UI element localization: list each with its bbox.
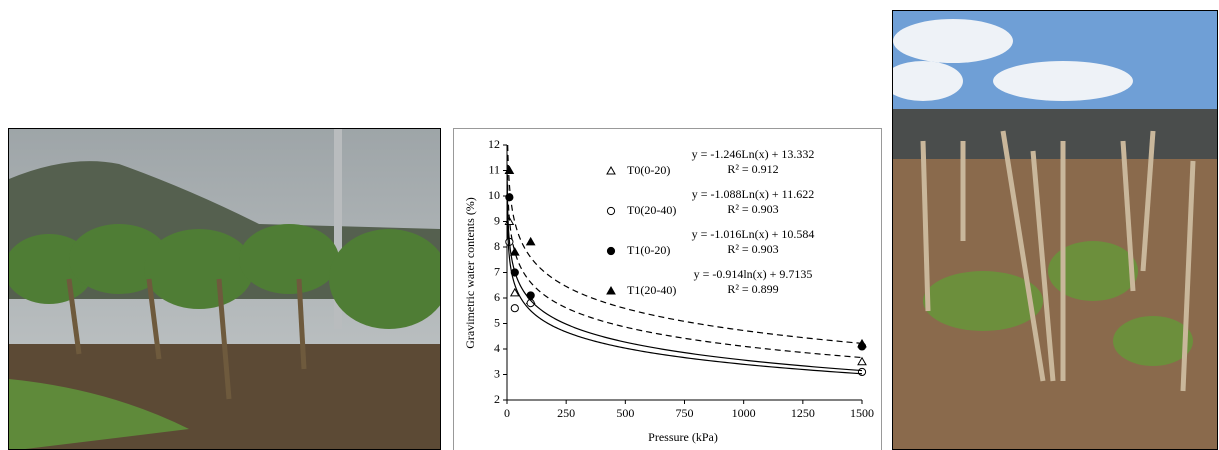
marker [509,247,520,256]
legend-label: T1(20-40) [627,283,676,297]
marker [857,338,867,348]
fit-equation: y = -1.088Ln(x) + 11.622 [692,187,814,201]
fit-curve [506,203,863,375]
x-tick-label: 250 [557,406,575,420]
y-tick-label: 5 [494,315,500,329]
y-axis-title: Gravimetric water contents (%) [463,197,477,349]
y-tick-label: 6 [494,290,500,304]
marker [526,291,535,300]
legend-label: T0(0-20) [627,163,670,177]
chart-frame [453,128,882,450]
marker [857,367,867,377]
y-tick-label: 2 [494,392,500,406]
legend-marker [606,206,616,216]
y-tick-label: 10 [488,188,500,202]
fit-r2: R² = 0.912 [727,162,778,176]
x-tick-label: 1250 [791,406,815,420]
y-tick-label: 8 [494,239,500,253]
y-tick-label: 3 [494,366,500,380]
legend-marker [606,285,616,295]
marker [510,304,519,313]
x-axis-title: Pressure (kPa) [648,430,718,444]
y-tick-label: 12 [488,137,500,151]
legend-label: T0(20-40) [627,203,676,217]
y-tick-label: 4 [494,341,500,355]
marker [505,193,514,202]
legend-marker [606,246,616,256]
photo-art [893,11,1217,449]
y-tick-label: 11 [488,162,500,176]
marker [509,287,520,297]
x-tick-label: 0 [504,406,510,420]
fit-r2: R² = 0.903 [727,202,778,216]
fit-r2: R² = 0.899 [727,282,778,296]
x-tick-label: 750 [676,406,694,420]
photo-art [9,129,440,449]
chart: Pressure (kPa) Gravimetric water content… [453,128,882,450]
y-tick-label: 7 [494,264,500,278]
legend-label: T1(0-20) [627,243,670,257]
fit-equation: y = -1.016Ln(x) + 10.584 [692,227,815,241]
x-tick-label: 1000 [732,406,756,420]
x-tick-label: 1500 [850,406,874,420]
fit-equation: y = -0.914ln(x) + 9.7135 [694,267,813,281]
fit-r2: R² = 0.903 [727,242,778,256]
marker [504,165,515,174]
legend-marker [606,165,616,175]
marker [857,356,867,366]
fit-curve [507,144,863,344]
fit-equation: y = -1.246Ln(x) + 13.332 [692,147,815,161]
papaya-field-photo [8,128,441,450]
y-tick-label: 9 [494,213,500,227]
marker [525,236,536,246]
cassava-field-photo [892,10,1218,450]
x-tick-label: 500 [616,406,634,420]
